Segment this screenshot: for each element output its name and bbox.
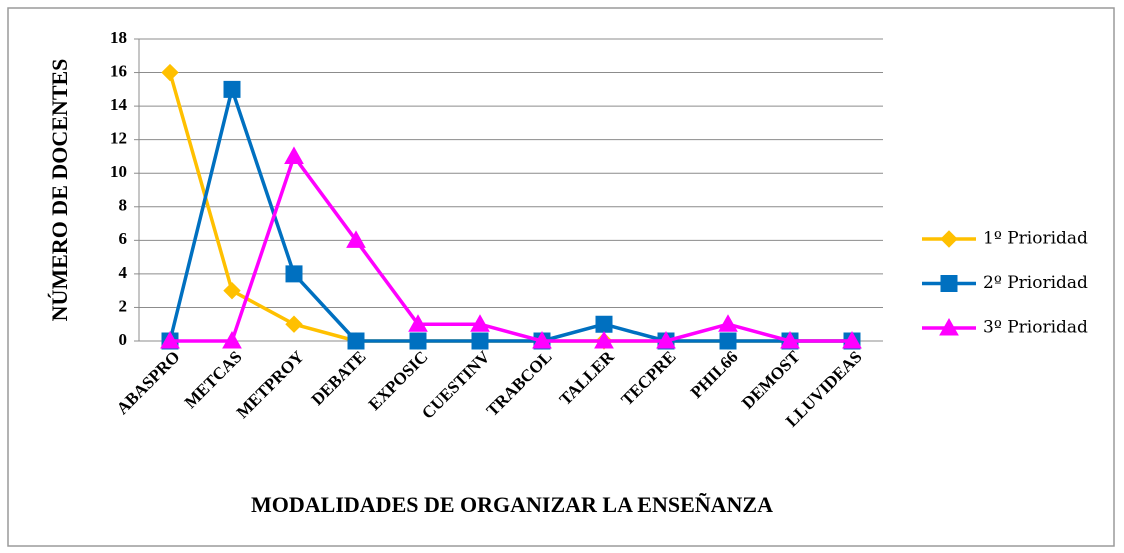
data-point (285, 315, 303, 333)
y-tick-label: 18 (110, 28, 127, 47)
y-tick-label: 0 (119, 330, 128, 349)
y-tick-label: 16 (110, 61, 127, 80)
y-tick-label: 4 (119, 263, 128, 282)
data-point (719, 332, 737, 350)
data-point (656, 330, 676, 349)
data-point (160, 330, 180, 349)
y-axis-title: NÚMERO DE DOCENTES (47, 59, 72, 322)
x-axis-title: MODALIDADES DE ORGANIZAR LA ENSEÑANZA (251, 492, 773, 517)
legend-marker (940, 230, 958, 248)
data-point (223, 281, 241, 300)
series-line (168, 87, 852, 343)
data-point (285, 265, 303, 283)
data-point (595, 315, 613, 333)
data-point (780, 330, 800, 349)
chart-border (7, 7, 1115, 547)
y-tick-label: 14 (110, 95, 128, 114)
legend-label: 3º Prioridad (983, 318, 1088, 338)
data-point (347, 332, 365, 350)
data-point (470, 314, 490, 332)
data-point (161, 63, 179, 82)
data-point (842, 330, 862, 349)
y-tick-label: 6 (119, 229, 128, 248)
data-point (346, 230, 366, 248)
data-point (284, 146, 304, 164)
series-line (170, 154, 852, 343)
y-tick-label: 10 (110, 162, 127, 181)
legend-marker (939, 317, 959, 336)
data-point (408, 314, 428, 332)
y-tick-label: 12 (110, 129, 127, 148)
y-tick-label: 2 (119, 296, 128, 315)
legend-marker (940, 275, 958, 292)
data-point (222, 330, 242, 349)
y-tick-label: 8 (119, 196, 128, 215)
data-point (409, 332, 427, 350)
data-point (471, 332, 489, 350)
data-point (718, 314, 738, 332)
legend-label: 2º Prioridad (983, 273, 1088, 293)
data-point (532, 330, 552, 349)
data-point (594, 330, 614, 349)
legend-label: 1º Prioridad (983, 229, 1088, 249)
data-point (223, 80, 241, 98)
